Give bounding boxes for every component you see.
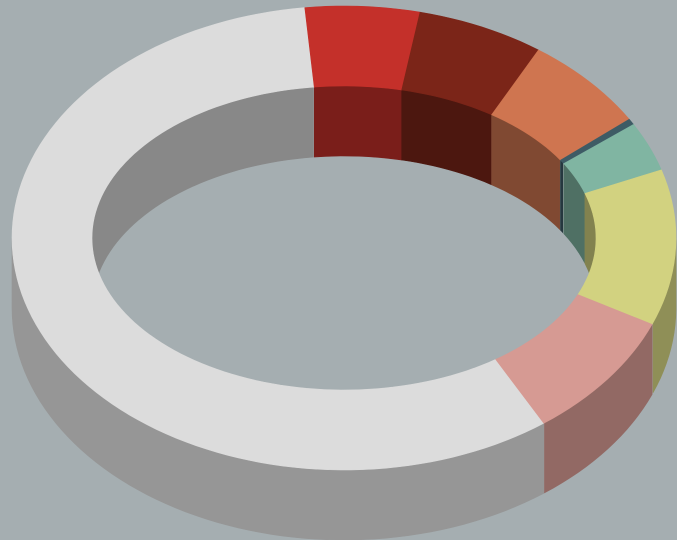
inner-wall-4 [560, 160, 562, 232]
inner-wall-1 [314, 86, 401, 160]
donut-slice-1 [305, 6, 420, 90]
